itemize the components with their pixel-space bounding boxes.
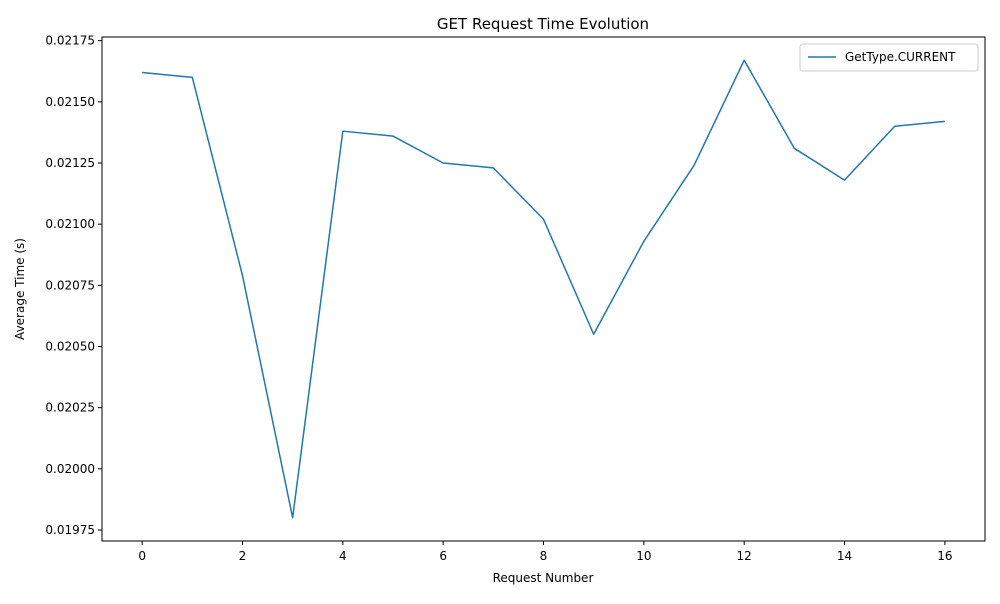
series-line bbox=[142, 60, 945, 518]
y-tick-label: 0.02175 bbox=[45, 34, 95, 48]
x-tick-label: 6 bbox=[439, 549, 447, 563]
x-tick-label: 10 bbox=[636, 549, 651, 563]
y-tick-label: 0.02075 bbox=[45, 278, 95, 292]
plot-area bbox=[142, 60, 945, 518]
chart-title: GET Request Time Evolution bbox=[437, 15, 649, 33]
y-tick-label: 0.02050 bbox=[45, 339, 95, 353]
y-axis: 0.01975 0.02000 0.02025 0.02050 0.02075 0.021… bbox=[45, 34, 102, 537]
y-tick-label: 0.01975 bbox=[45, 523, 95, 537]
y-tick-label: 0.02025 bbox=[45, 401, 95, 415]
legend: GetType.CURRENT bbox=[800, 44, 978, 71]
y-tick-label: 0.02100 bbox=[45, 217, 95, 231]
y-axis-label: Average Time (s) bbox=[13, 238, 27, 340]
x-tick-label: 2 bbox=[239, 549, 247, 563]
x-tick-label: 12 bbox=[737, 549, 752, 563]
x-tick-label: 16 bbox=[937, 549, 952, 563]
plot-frame bbox=[102, 37, 985, 541]
x-tick-label: 8 bbox=[540, 549, 548, 563]
x-tick-label: 4 bbox=[339, 549, 347, 563]
y-tick-label: 0.02125 bbox=[45, 156, 95, 170]
y-tick-label: 0.02000 bbox=[45, 462, 95, 476]
x-axis-label: Request Number bbox=[493, 571, 594, 585]
x-tick-label: 0 bbox=[138, 549, 146, 563]
legend-label: GetType.CURRENT bbox=[845, 50, 956, 64]
x-axis: 0 2 4 6 8 10 12 14 16 bbox=[138, 541, 952, 563]
y-tick-label: 0.02150 bbox=[45, 95, 95, 109]
x-tick-label: 14 bbox=[837, 549, 852, 563]
